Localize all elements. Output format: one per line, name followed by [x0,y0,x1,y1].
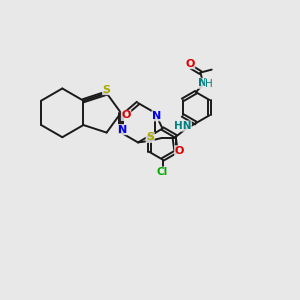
Text: N: N [118,124,127,135]
Text: HN: HN [174,121,191,131]
Text: N: N [198,78,207,88]
Text: Cl: Cl [157,167,168,177]
Text: O: O [175,146,184,156]
Text: H: H [206,79,213,89]
Text: O: O [185,59,195,69]
Text: O: O [122,110,131,121]
Text: S: S [103,85,111,94]
Text: N: N [152,111,161,121]
Text: S: S [146,132,154,142]
